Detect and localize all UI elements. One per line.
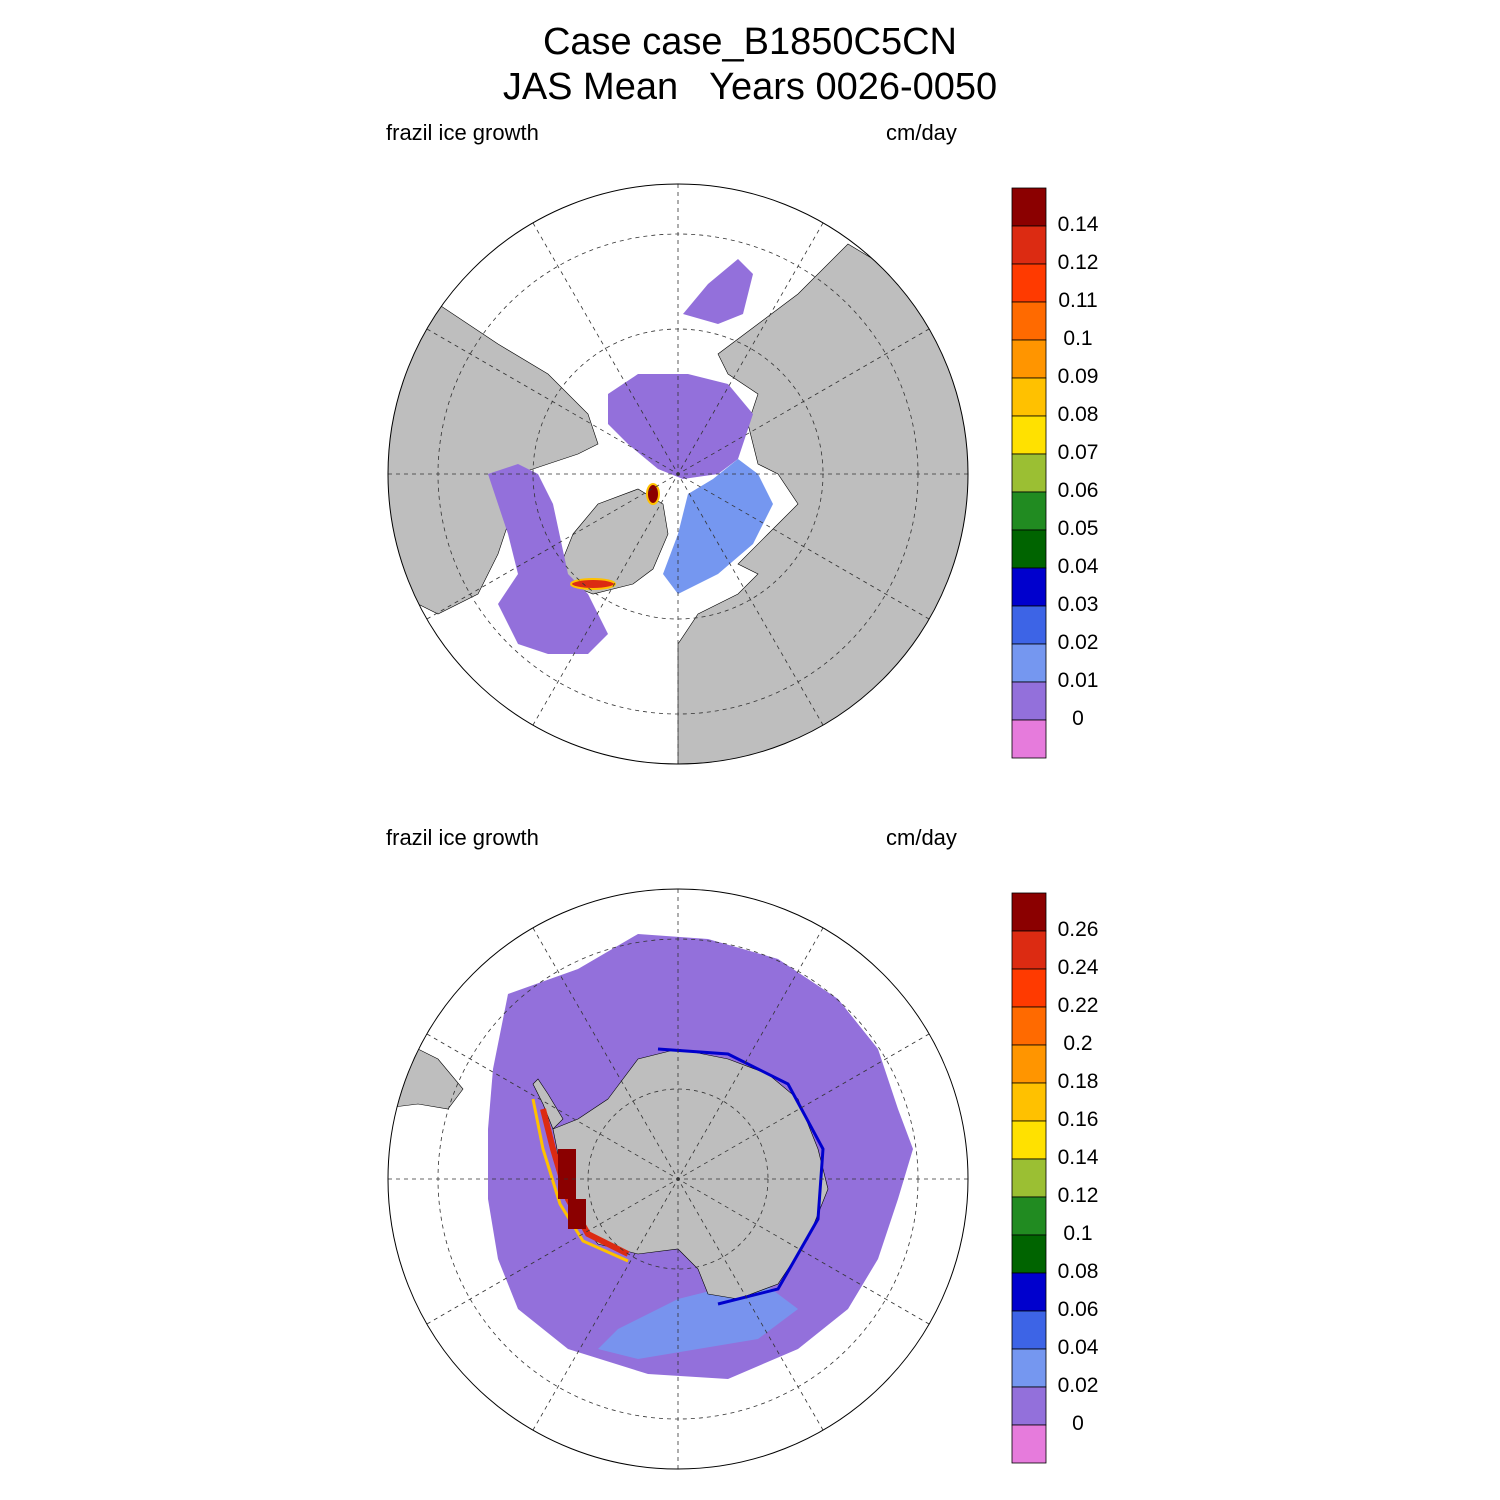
colorbar-tick-label: 0.03 <box>1057 593 1099 616</box>
north-ice-barents <box>683 259 753 324</box>
figure-title-line2: JAS Mean Years 0026-0050 <box>502 66 998 108</box>
colorbar-tick-label: 0.12 <box>1057 251 1099 274</box>
colorbar-tick-label: 0.2 <box>1063 1032 1093 1055</box>
colorbar-tick-label: 0.18 <box>1057 1070 1099 1093</box>
south-map-border <box>387 888 969 1470</box>
north-ice-blue <box>663 459 773 594</box>
colorbar-swatch <box>1011 491 1047 531</box>
colorbar-tick-label: 0.07 <box>1057 441 1099 464</box>
south-ice-blue-ring <box>598 1279 798 1359</box>
south-hotspot-ronne <box>568 1199 586 1229</box>
colorbar-swatch <box>1011 643 1047 683</box>
colorbar-swatch <box>1011 968 1047 1008</box>
colorbar-swatch <box>1011 1120 1047 1160</box>
colorbar-swatch <box>1011 1348 1047 1388</box>
colorbar-tick-label: 0.14 <box>1057 213 1099 236</box>
colorbar-swatch <box>1011 1082 1047 1122</box>
north-hotspot-greenland-south <box>570 578 616 590</box>
colorbar-tick-label: 0.12 <box>1057 1184 1099 1207</box>
south-graticule <box>388 889 968 1469</box>
north-map-border <box>387 183 969 765</box>
colorbar-swatch <box>1011 187 1047 227</box>
colorbar-tick-label: 0 <box>1072 1412 1084 1435</box>
colorbar-swatch <box>1011 1234 1047 1274</box>
north-colorbar <box>1011 187 1047 759</box>
colorbar-tick-label: 0.05 <box>1057 517 1099 540</box>
colorbar-swatch <box>1011 1310 1047 1350</box>
colorbar-swatch <box>1011 263 1047 303</box>
colorbar-tick-label: 0.06 <box>1057 1298 1099 1321</box>
north-ice-labrador <box>488 464 608 654</box>
south-units-label: cm/day <box>886 825 957 850</box>
colorbar-tick-label: 0.26 <box>1057 918 1099 941</box>
colorbar-tick-label: 0 <box>1072 707 1084 730</box>
south-polar-map <box>387 888 969 1470</box>
colorbar-tick-label: 0.14 <box>1057 1146 1099 1169</box>
colorbar-tick-label: 0.11 <box>1058 289 1098 312</box>
colorbar-tick-label: 0.02 <box>1057 1374 1099 1397</box>
colorbar-swatch <box>1011 1272 1047 1312</box>
north-variable-label: frazil ice growth <box>386 120 539 145</box>
colorbar-swatch <box>1011 377 1047 417</box>
colorbar-tick-label: 0.1 <box>1063 1222 1093 1245</box>
colorbar-swatch <box>1011 1386 1047 1426</box>
colorbar-tick-label: 0.1 <box>1063 327 1093 350</box>
colorbar-swatch <box>1011 1424 1047 1464</box>
north-units-label: cm/day <box>886 120 957 145</box>
colorbar-tick-label: 0.24 <box>1057 956 1099 979</box>
colorbar-swatch <box>1011 225 1047 265</box>
north-polar-map <box>387 183 969 765</box>
colorbar-swatch <box>1011 453 1047 493</box>
colorbar-swatch <box>1011 1044 1047 1084</box>
south-coastal-warm-band <box>531 1098 629 1263</box>
colorbar-swatch <box>1011 567 1047 607</box>
colorbar-swatch <box>1011 1006 1047 1046</box>
colorbar-swatch <box>1011 301 1047 341</box>
north-ice-field <box>608 374 753 479</box>
colorbar-tick-label: 0.16 <box>1057 1108 1099 1131</box>
colorbar-swatch <box>1011 339 1047 379</box>
colorbar-tick-label: 0.04 <box>1057 1336 1099 1359</box>
south-variable-label: frazil ice growth <box>386 825 539 850</box>
south-hotspot-weddell <box>558 1149 576 1199</box>
colorbar-swatch <box>1011 681 1047 721</box>
colorbar-swatch <box>1011 1196 1047 1236</box>
figure-title-line1: Case case_B1850C5CN <box>542 21 957 63</box>
colorbar-tick-label: 0.08 <box>1057 403 1099 426</box>
colorbar-swatch <box>1011 1158 1047 1198</box>
colorbar-swatch <box>1011 719 1047 759</box>
south-coastal-cold-band <box>657 1047 825 1306</box>
colorbar-tick-label: 0.06 <box>1057 479 1099 502</box>
colorbar-swatch <box>1011 529 1047 569</box>
colorbar-tick-label: 0.04 <box>1057 555 1099 578</box>
colorbar-swatch <box>1011 415 1047 455</box>
colorbar-swatch <box>1011 605 1047 645</box>
colorbar-tick-label: 0.01 <box>1057 669 1099 692</box>
colorbar-tick-label: 0.02 <box>1057 631 1099 654</box>
colorbar-tick-label: 0.22 <box>1057 994 1099 1017</box>
colorbar-swatch <box>1011 930 1047 970</box>
colorbar-swatch <box>1011 892 1047 932</box>
colorbar-tick-label: 0.09 <box>1057 365 1099 388</box>
south-colorbar <box>1011 892 1047 1464</box>
north-hotspot-greenland-east <box>646 483 660 505</box>
colorbar-tick-label: 0.08 <box>1057 1260 1099 1283</box>
north-graticule <box>388 184 968 764</box>
